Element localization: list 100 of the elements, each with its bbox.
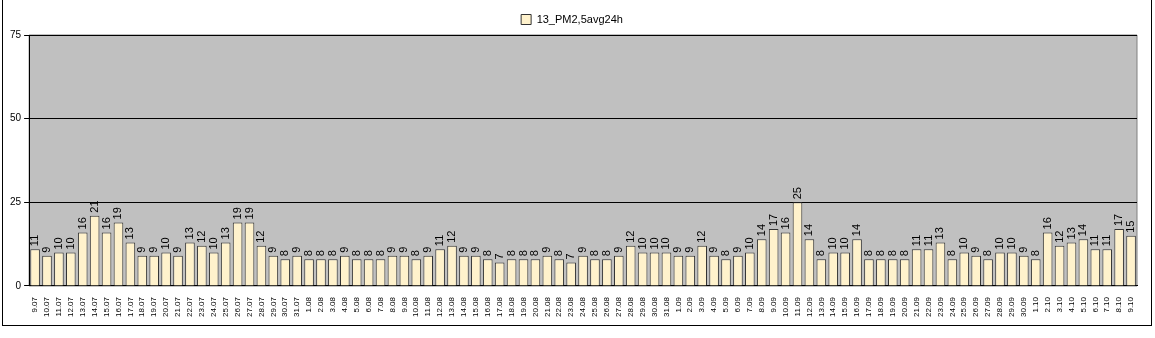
y-tick-label: 75 bbox=[10, 28, 22, 40]
x-tick-label: 5.10 bbox=[1078, 296, 1088, 313]
x-tick-label: 6.10 bbox=[1090, 296, 1100, 313]
data-label: 13 bbox=[1064, 227, 1077, 240]
x-tick-label: 25.08 bbox=[590, 296, 600, 318]
data-label: 11 bbox=[1100, 234, 1113, 247]
data-label: 17 bbox=[1112, 213, 1125, 227]
x-tick-label: 8.10 bbox=[1114, 296, 1124, 313]
data-label: 12 bbox=[194, 230, 207, 243]
x-tick-label: 28.09 bbox=[995, 296, 1005, 318]
data-label: 9 bbox=[576, 246, 589, 253]
x-tick-label: 30.08 bbox=[649, 296, 659, 318]
data-label: 9 bbox=[290, 246, 303, 253]
data-label: 8 bbox=[588, 250, 601, 257]
data-label: 13 bbox=[182, 227, 195, 240]
x-tick-label: 2.08 bbox=[316, 296, 326, 313]
x-tick-label: 13.08 bbox=[447, 296, 457, 318]
x-tick-label: 31.07 bbox=[292, 296, 302, 318]
x-tick-label: 17.08 bbox=[494, 296, 504, 318]
data-label: 17 bbox=[766, 213, 779, 227]
x-tick-label: 11.08 bbox=[423, 296, 433, 317]
data-label: 10 bbox=[826, 237, 839, 250]
data-label: 8 bbox=[873, 250, 886, 257]
data-label: 8 bbox=[981, 250, 994, 257]
data-label: 10 bbox=[742, 237, 755, 250]
x-tick-label: 29.08 bbox=[637, 296, 647, 318]
data-label: 16 bbox=[99, 217, 112, 230]
data-label: 8 bbox=[409, 250, 422, 257]
x-tick-label: 1.08 bbox=[304, 296, 314, 313]
data-label: 8 bbox=[814, 250, 827, 257]
data-label: 11 bbox=[28, 234, 41, 247]
x-tick-label: 17.09 bbox=[864, 296, 874, 318]
x-tick-label: 20.08 bbox=[530, 296, 540, 318]
data-label: 8 bbox=[504, 250, 517, 257]
data-label: 12 bbox=[695, 230, 708, 243]
x-tick-label: 26.08 bbox=[602, 296, 612, 318]
x-tick-label: 2.09 bbox=[685, 296, 695, 313]
data-label: 12 bbox=[623, 230, 636, 243]
data-label: 8 bbox=[897, 250, 910, 257]
x-tick-label: 21.07 bbox=[173, 296, 183, 318]
x-tick-label: 9.08 bbox=[399, 296, 409, 313]
y-tick-label: 50 bbox=[10, 112, 22, 124]
x-tick-label: 20.07 bbox=[161, 296, 171, 318]
x-tick-label: 11.09 bbox=[792, 296, 802, 317]
x-tick-label: 28.08 bbox=[625, 296, 635, 318]
x-tick-label: 12.07 bbox=[66, 296, 76, 318]
x-tick-label: 26.07 bbox=[232, 296, 242, 318]
x-tick-label: 17.07 bbox=[125, 296, 135, 318]
data-label: 8 bbox=[278, 250, 291, 257]
x-tick-label: 20.09 bbox=[899, 296, 909, 318]
data-label: 8 bbox=[373, 250, 386, 257]
x-tick-label: 14.08 bbox=[459, 296, 469, 318]
data-label: 8 bbox=[719, 250, 732, 257]
data-label: 8 bbox=[349, 250, 362, 257]
data-label: 21 bbox=[87, 200, 100, 213]
data-label: 9 bbox=[707, 246, 720, 253]
data-label: 8 bbox=[552, 250, 565, 257]
data-label: 8 bbox=[945, 250, 958, 257]
data-label: 11 bbox=[1088, 234, 1101, 247]
x-tick-label: 15.08 bbox=[471, 296, 481, 318]
data-label: 16 bbox=[75, 217, 88, 230]
x-tick-label: 22.09 bbox=[923, 296, 933, 318]
data-label: 9 bbox=[171, 246, 184, 253]
data-label: 12 bbox=[254, 230, 267, 243]
data-label: 9 bbox=[468, 246, 481, 253]
data-label: 10 bbox=[1004, 237, 1017, 250]
data-label: 8 bbox=[314, 250, 327, 257]
x-tick-label: 23.09 bbox=[935, 296, 945, 318]
x-tick-label: 24.09 bbox=[947, 296, 957, 318]
data-label: 9 bbox=[540, 246, 553, 253]
x-tick-label: 15.09 bbox=[840, 296, 850, 318]
data-label: 11 bbox=[909, 234, 922, 247]
data-label: 7 bbox=[492, 253, 505, 260]
x-tick-label: 19.09 bbox=[887, 296, 897, 318]
data-label: 10 bbox=[63, 237, 76, 250]
x-tick-label: 12.08 bbox=[435, 296, 445, 318]
data-label: 9 bbox=[671, 246, 684, 253]
x-tick-label: 29.09 bbox=[1007, 296, 1017, 318]
data-label: 10 bbox=[51, 237, 64, 250]
data-label: 9 bbox=[147, 246, 160, 253]
data-label: 9 bbox=[337, 246, 350, 253]
data-label: 10 bbox=[993, 237, 1006, 250]
legend-label: 13_PM2,5avg24h bbox=[536, 12, 623, 25]
data-label: 9 bbox=[266, 246, 279, 253]
data-label: 25 bbox=[790, 187, 803, 200]
data-label: 16 bbox=[1040, 217, 1053, 230]
x-tick-label: 4.09 bbox=[709, 296, 719, 313]
data-label: 9 bbox=[730, 246, 743, 253]
x-tick-label: 19.07 bbox=[149, 296, 159, 318]
data-label: 7 bbox=[564, 253, 577, 260]
data-label: 9 bbox=[969, 246, 982, 253]
x-tick-label: 18.07 bbox=[137, 296, 147, 318]
x-tick-label: 18.08 bbox=[506, 296, 516, 318]
x-tick-label: 10.08 bbox=[411, 296, 421, 318]
x-tick-label: 8.09 bbox=[756, 296, 766, 313]
x-tick-label: 13.07 bbox=[77, 296, 87, 318]
data-label: 10 bbox=[957, 237, 970, 250]
data-label: 15 bbox=[1124, 220, 1137, 233]
x-tick-label: 9.09 bbox=[768, 296, 778, 313]
data-label: 9 bbox=[456, 246, 469, 253]
